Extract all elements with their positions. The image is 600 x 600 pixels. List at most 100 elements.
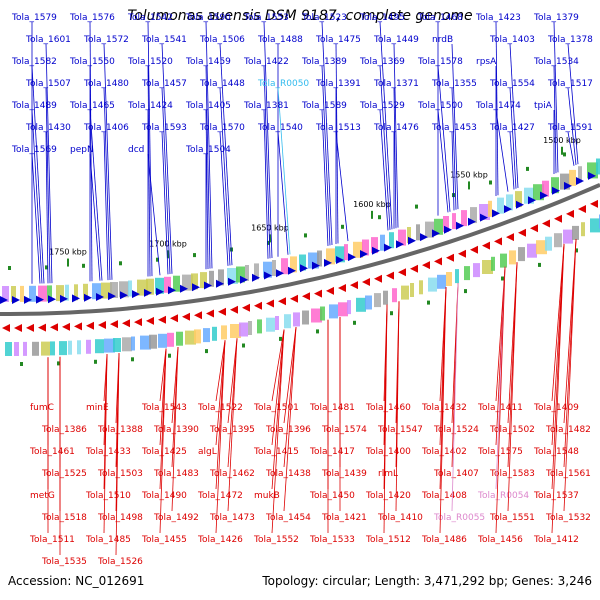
reverse-gene-label: Tola_1511	[29, 535, 75, 545]
reverse-leader-line	[439, 287, 447, 534]
reverse-feature-block	[437, 274, 446, 289]
forward-feature-block	[344, 244, 348, 261]
forward-leader-line	[335, 131, 349, 242]
reverse-gene-arrow	[446, 253, 454, 262]
reverse-gene-label: Tola_1502	[489, 425, 535, 435]
reverse-gene-label: algL	[198, 447, 217, 457]
forward-gene-arrow	[396, 240, 404, 249]
genome-backbone	[0, 182, 600, 316]
forward-leader-line	[509, 131, 515, 190]
reverse-gene-arrow	[218, 307, 226, 316]
forward-gene-label: Tola_1542	[127, 13, 173, 23]
forward-gene-arrow	[60, 294, 68, 303]
forward-feature-block	[551, 177, 559, 194]
gc-marker	[563, 152, 566, 157]
reverse-gene-label: Tola_1537	[533, 491, 579, 501]
forward-gene-label: Tola_1468	[417, 13, 463, 23]
forward-gene-arrow	[516, 200, 524, 209]
reverse-gene-arrow	[482, 241, 490, 250]
reverse-leader-line	[271, 329, 285, 446]
forward-feature-block	[236, 266, 245, 283]
gc-marker	[538, 262, 541, 267]
reverse-gene-labels: fumCminETola_1543Tola_1522Tola_1501Tola_…	[29, 238, 591, 567]
forward-leader-line	[205, 65, 211, 269]
gc-marker	[94, 359, 97, 364]
forward-gene-arrow	[204, 281, 212, 290]
reverse-leader-line	[271, 329, 285, 402]
reverse-gene-label: Tola_1525	[41, 469, 87, 479]
reverse-gene-label: Tola_1522	[197, 403, 243, 413]
reverse-leader-line	[103, 354, 108, 534]
forward-feature-block	[587, 162, 598, 179]
reverse-feature-block	[14, 342, 19, 356]
reverse-gene-label: Tola_1407	[433, 469, 479, 479]
forward-feature-block	[200, 272, 207, 289]
reverse-feature-block	[554, 233, 562, 248]
forward-gene-arrow	[72, 294, 80, 303]
reverse-gene-label: rlmL	[378, 469, 398, 479]
reverse-gene-arrow	[422, 261, 430, 270]
scale-tick-label: 1600 kbp	[353, 200, 391, 209]
reverse-gene-arrow	[494, 237, 502, 246]
gene-blocks	[2, 158, 600, 356]
reverse-gene-arrow	[134, 318, 142, 327]
forward-gene-arrow	[108, 292, 116, 301]
reverse-gene-label: Tola_1455	[141, 535, 187, 545]
gc-marker	[119, 261, 122, 266]
forward-feature-block	[488, 200, 492, 217]
gc-marker	[378, 215, 381, 220]
reverse-feature-block	[212, 326, 217, 341]
forward-gene-label: Tola_1449	[373, 35, 419, 45]
forward-gene-label: Tola_1369	[359, 57, 405, 67]
reverse-gene-arrow	[230, 305, 238, 314]
reverse-feature-block	[32, 341, 39, 356]
forward-feature-block	[272, 260, 276, 276]
forward-feature-block	[83, 283, 88, 300]
forward-gene-label: Tola_1379	[533, 13, 579, 23]
forward-leader-line	[393, 43, 399, 228]
reverse-feature-block	[275, 316, 279, 330]
reverse-gene-label: Tola_1396	[265, 425, 311, 435]
forward-gene-arrow	[240, 275, 248, 284]
reverse-feature-block	[221, 325, 227, 340]
forward-gene-label: Tola_1465	[69, 101, 115, 111]
forward-gene-label: Tola_1423	[475, 13, 521, 23]
reverse-feature-block	[518, 247, 525, 262]
forward-leader-line	[451, 131, 455, 211]
reverse-gene-label: Tola_1460	[365, 403, 411, 413]
reverse-feature-block	[374, 293, 381, 308]
forward-leader-line	[321, 65, 331, 246]
forward-gene-arrow	[48, 295, 56, 304]
forward-feature-block	[137, 279, 148, 296]
reverse-gene-arrow	[542, 219, 550, 228]
reverse-gene-label: Tola_1438	[265, 469, 311, 479]
forward-leader-line	[103, 87, 111, 280]
reverse-feature-block	[122, 337, 132, 352]
reverse-gene-label: metG	[30, 491, 55, 501]
forward-gene-arrow	[276, 269, 284, 278]
forward-gene-arrow	[432, 229, 440, 238]
forward-gene-arrow	[552, 186, 560, 195]
forward-gene-labels: Tola_1579 Tola_1576 Tola_1542 Tola_1590 Tola…	[11, 13, 593, 284]
forward-gene-label: Tola_1448	[199, 79, 245, 89]
reverse-gene-arrow	[110, 320, 118, 329]
gc-marker	[8, 266, 11, 270]
reverse-gene-arrow	[26, 323, 34, 332]
forward-feature-block	[569, 169, 576, 186]
forward-gene-arrow	[336, 256, 344, 264]
reverse-feature-block	[482, 260, 493, 274]
gc-marker	[390, 311, 393, 316]
forward-gene-label: Tola_1578	[417, 57, 463, 67]
forward-leader-line	[103, 131, 109, 281]
forward-leader-line	[321, 21, 333, 245]
forward-gene-label: Tola_1480	[83, 79, 129, 89]
reverse-feature-block	[113, 338, 121, 352]
gc-marker	[575, 248, 578, 253]
gc-marker	[501, 276, 504, 281]
gc-marker	[489, 180, 492, 185]
forward-leader-line	[495, 21, 499, 196]
forward-leader-line	[379, 65, 391, 230]
reverse-feature-block	[383, 290, 388, 305]
reverse-gene-label: Tola_1462	[209, 469, 255, 479]
gc-marker	[267, 240, 270, 245]
